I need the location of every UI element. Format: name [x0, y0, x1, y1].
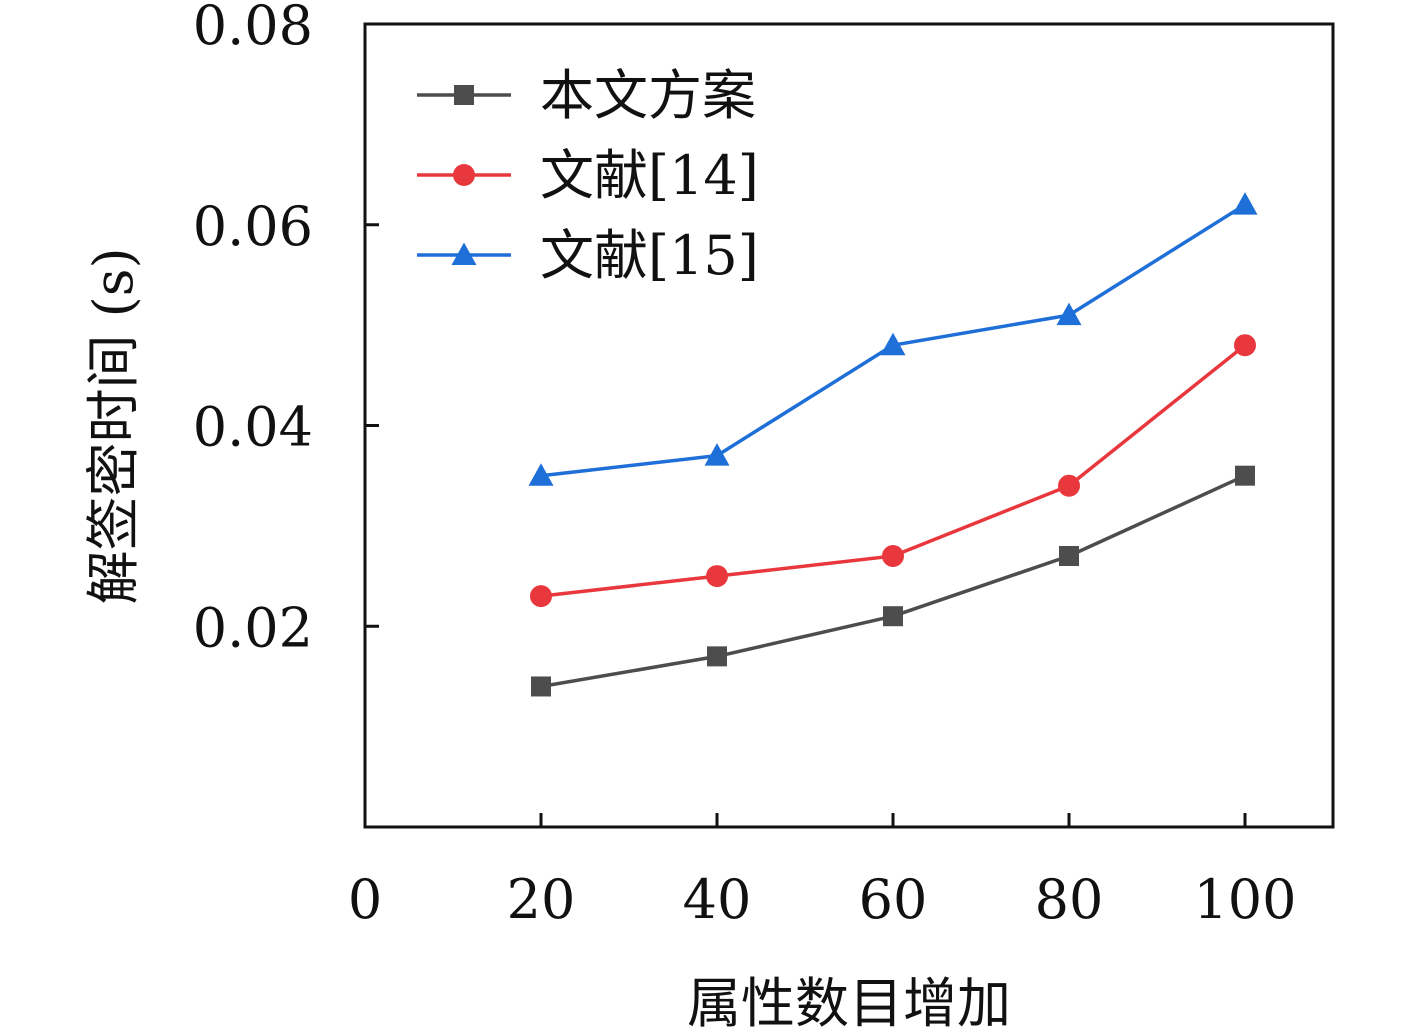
- y-tick-label: 0.08: [193, 0, 313, 57]
- series-line: [540, 474, 1246, 689]
- x-axis-ticks: 0 20 40 60 80 100: [348, 813, 1297, 931]
- series-layer: [528, 192, 1258, 697]
- circle-marker: [706, 565, 728, 588]
- legend-label: 文献[15]: [540, 224, 759, 287]
- legend-label: 文献[14]: [540, 144, 759, 207]
- series-1: [531, 465, 1255, 697]
- triangle-marker: [880, 332, 906, 356]
- legend-item: 文献[14]: [417, 144, 759, 207]
- y-axis-title: 解签密时间 (s): [82, 247, 145, 604]
- x-tick-label: 100: [1193, 868, 1296, 931]
- legend-label: 本文方案: [540, 64, 756, 127]
- triangle-marker: [704, 443, 730, 466]
- y-axis-ticks: 0.02 0.04 0.06 0.08: [193, 0, 379, 659]
- x-tick-label: 0: [348, 868, 382, 931]
- circle-marker: [1058, 474, 1080, 497]
- y-tick-label: 0.04: [193, 396, 313, 459]
- x-tick-label: 40: [683, 868, 752, 931]
- square-marker: [1235, 465, 1255, 486]
- y-tick-label: 0.02: [193, 596, 313, 659]
- x-tick-label: 60: [859, 868, 928, 931]
- circle-marker: [530, 585, 552, 608]
- circle-marker: [882, 544, 904, 567]
- plot-frame: [363, 22, 1335, 829]
- triangle-marker: [1056, 302, 1082, 326]
- x-tick-label: 80: [1035, 868, 1104, 931]
- x-axis-title: 属性数目增加: [687, 972, 1011, 1034]
- y-tick-label: 0.06: [193, 195, 313, 258]
- square-marker: [531, 676, 551, 697]
- circle-marker: [1234, 334, 1256, 357]
- circle-marker: [453, 164, 475, 186]
- square-marker: [707, 646, 727, 667]
- square-marker: [1059, 545, 1079, 566]
- triangle-marker: [528, 463, 554, 486]
- x-tick-label: 20: [507, 868, 576, 931]
- triangle-marker: [451, 242, 477, 265]
- square-marker: [454, 85, 474, 105]
- series-3: [528, 192, 1258, 486]
- square-marker: [883, 606, 903, 627]
- legend-item: 文献[15]: [417, 224, 759, 287]
- triangle-marker: [1232, 192, 1258, 215]
- legend-item: 本文方案: [417, 64, 756, 127]
- series-2: [530, 334, 1256, 608]
